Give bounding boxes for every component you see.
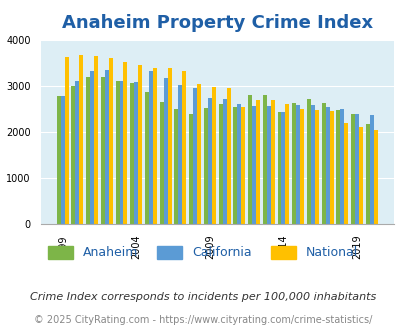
Bar (281, 112, 285, 224)
Bar (343, 123, 347, 224)
Bar (350, 114, 354, 224)
Bar (296, 105, 299, 224)
Bar (365, 124, 369, 224)
Bar (266, 106, 270, 224)
Bar (71, 86, 75, 224)
Bar (329, 111, 333, 224)
Bar (354, 115, 358, 224)
Bar (203, 109, 207, 224)
Bar (310, 105, 314, 224)
Text: © 2025 CityRating.com - https://www.cityrating.com/crime-statistics/: © 2025 CityRating.com - https://www.city… (34, 315, 371, 325)
Bar (167, 68, 171, 224)
Bar (134, 82, 138, 224)
Bar (321, 103, 325, 224)
Bar (94, 56, 98, 224)
Bar (189, 114, 193, 224)
Bar (299, 109, 303, 224)
Bar (277, 112, 281, 224)
Bar (109, 58, 113, 224)
Bar (182, 71, 186, 224)
Bar (373, 130, 377, 224)
Bar (159, 102, 163, 224)
Bar (119, 81, 123, 224)
Bar (252, 106, 256, 224)
Bar (178, 85, 182, 224)
Bar (130, 83, 134, 224)
Bar (292, 103, 296, 224)
Text: Crime Index corresponds to incidents per 100,000 inhabitants: Crime Index corresponds to incidents per… (30, 292, 375, 302)
Bar (222, 99, 226, 224)
Title: Anaheim Property Crime Index: Anaheim Property Crime Index (62, 15, 372, 32)
Bar (218, 104, 222, 224)
Bar (233, 107, 237, 224)
Bar (211, 87, 215, 224)
Bar (262, 95, 266, 224)
Bar (64, 57, 68, 224)
Bar (174, 109, 178, 224)
Legend: Anaheim, California, National: Anaheim, California, National (43, 241, 362, 264)
Bar (241, 107, 245, 224)
Bar (138, 65, 142, 224)
Bar (256, 100, 259, 224)
Bar (57, 96, 60, 224)
Bar (247, 95, 252, 224)
Bar (270, 100, 274, 224)
Bar (115, 81, 119, 224)
Bar (100, 77, 104, 224)
Bar (314, 110, 318, 224)
Bar (336, 110, 339, 224)
Bar (325, 107, 329, 224)
Bar (237, 104, 241, 224)
Bar (339, 109, 343, 224)
Bar (149, 71, 153, 224)
Bar (163, 79, 167, 224)
Bar (207, 98, 211, 224)
Bar (193, 88, 197, 224)
Bar (153, 68, 157, 224)
Bar (104, 70, 109, 224)
Bar (197, 84, 200, 224)
Bar (369, 115, 373, 224)
Bar (79, 55, 83, 224)
Bar (306, 99, 310, 224)
Bar (226, 88, 230, 224)
Bar (75, 81, 79, 224)
Bar (358, 127, 362, 224)
Bar (90, 72, 94, 224)
Bar (145, 92, 149, 224)
Bar (60, 96, 64, 224)
Bar (285, 104, 289, 224)
Bar (86, 77, 90, 224)
Bar (123, 62, 127, 224)
